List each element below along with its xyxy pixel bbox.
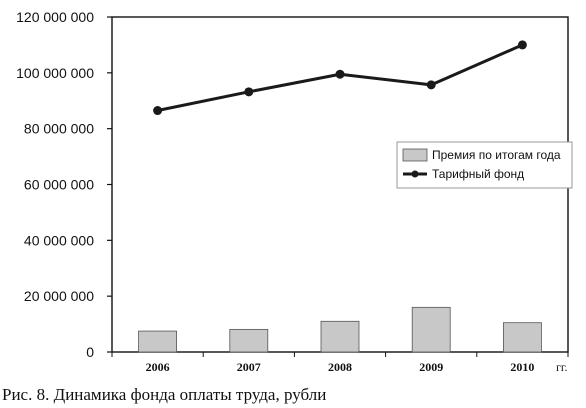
x-tick-label: 2009 [419,360,443,374]
x-tick-label: 2006 [146,360,170,374]
legend-label-tariff: Тарифный фонд [432,167,524,181]
x-unit-label: гг. [556,360,568,374]
bar-bonus [229,328,269,353]
bar-bonus [411,306,451,353]
plot-area: 0 20 000 000 40 000 000 60 000 000 80 000 00… [16,9,569,374]
y-tick-label: 60 000 000 [24,177,94,193]
legend-marker-tariff [411,170,419,178]
figure-caption: Рис. 8. Динамика фонда оплаты труда, руб… [2,385,327,404]
y-tick-label: 120 000 000 [16,9,94,25]
point-tariff [517,40,527,50]
y-tick-label: 0 [86,344,94,360]
y-tick-label: 20 000 000 [24,288,94,304]
bar-bonus [320,320,360,353]
legend-label-bonus: Премия по итогам года [432,148,561,162]
y-tick-label: 40 000 000 [24,232,94,248]
x-tick-label: 2007 [237,360,261,374]
legend-swatch-bonus [402,148,428,162]
bar-bonus [502,322,542,353]
point-tariff [244,87,254,97]
chart: 0 20 000 000 40 000 000 60 000 000 80 000 00… [16,9,573,374]
x-tick-label: 2008 [328,360,352,374]
legend: Премия по итогам года Тарифный фонд [396,141,573,189]
point-tariff [153,106,163,116]
point-tariff [426,80,436,90]
y-tick-label: 100 000 000 [16,65,94,81]
point-tariff [335,69,345,79]
x-tick-label: 2010 [510,360,534,374]
y-tick-label: 80 000 000 [24,121,94,137]
bar-bonus [138,330,178,353]
